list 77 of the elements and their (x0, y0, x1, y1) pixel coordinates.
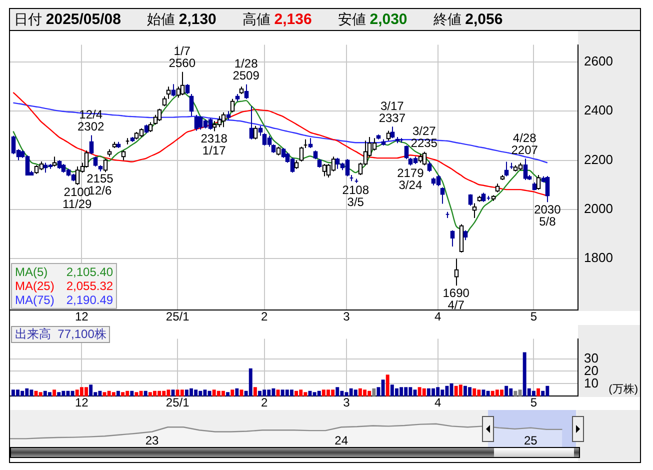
bar (372, 388, 376, 396)
bar (144, 390, 148, 396)
y-tick-label: 2400 (584, 102, 613, 118)
annotation: 1690 4/7 (442, 286, 470, 312)
bar (253, 387, 257, 396)
bar (226, 392, 230, 396)
annotation: 2179 3/24 (397, 166, 424, 192)
x-tick-label: 12 (75, 396, 89, 410)
text: MA(25) 2,055.32 (15, 279, 114, 293)
x-tick-label: 25/1 (166, 396, 190, 410)
annotation: 2108 3/5 (342, 183, 370, 210)
y-tick-label: 2000 (584, 201, 613, 216)
bar (514, 390, 518, 396)
text: 終値 2,056 (433, 11, 503, 28)
y-tick-label: 1800 (584, 250, 613, 266)
bar (458, 384, 462, 396)
y-tick-label: 30 (584, 350, 598, 366)
bar (48, 392, 52, 396)
bar (248, 368, 252, 396)
bar (294, 390, 298, 396)
bar (290, 390, 294, 396)
annotation: 1/28 2509 (232, 56, 260, 83)
bar (70, 390, 74, 396)
bar (38, 392, 42, 396)
bar (317, 390, 321, 396)
line-series (12, 92, 548, 197)
annotation: 3/17 2337 (378, 98, 406, 125)
y-axis-title: (万株) (608, 382, 638, 396)
y-tick-label: 2200 (584, 152, 613, 167)
text: 安値 2,030 (338, 11, 408, 28)
bar (486, 390, 490, 396)
text: 日付 2025/05/08 (14, 11, 121, 28)
x-tick-label: 2 (260, 396, 268, 410)
bar (57, 392, 61, 396)
bar (472, 388, 476, 396)
annotation: 1/7 2560 (168, 44, 196, 70)
y-tick-label: 10 (584, 375, 598, 390)
bar (180, 390, 184, 396)
text: MA(75) 2,190.49 (15, 293, 114, 307)
annotation: 3/27 2235 (410, 124, 438, 150)
bar (52, 390, 56, 396)
x-tick-label: 25/1 (166, 310, 190, 324)
x-tick-label: 4 (434, 396, 442, 410)
bar (536, 388, 540, 396)
bar (235, 388, 239, 396)
x-tick-label: 3 (343, 310, 350, 324)
x-tick-label: 23 (145, 433, 159, 448)
bar (532, 390, 536, 396)
x-tick-label: 5 (530, 396, 538, 410)
bar (354, 390, 358, 396)
x-tick-label: 3 (343, 396, 350, 410)
line-series (12, 102, 548, 164)
x-tick-label: 2 (260, 310, 268, 324)
bar (116, 390, 120, 396)
bar (504, 386, 508, 396)
bar (230, 390, 234, 396)
annotation: 4/28 2207 (511, 130, 538, 157)
x-tick-label: 4 (434, 310, 442, 324)
annotation: 2318 1/17 (200, 132, 228, 158)
bar (336, 387, 340, 396)
x-tick-label: 12 (75, 310, 89, 324)
x-tick-label: 25 (524, 433, 538, 448)
bar (386, 374, 390, 396)
bar (89, 384, 93, 396)
y-tick-label: 20 (584, 362, 598, 378)
bar (422, 388, 426, 396)
y-tick-label: 2600 (584, 54, 613, 69)
text: 始値 2,130 (146, 11, 216, 28)
text: MA(5) 2,105.40 (15, 265, 114, 279)
text: 高値 2,136 (242, 11, 312, 28)
annotation: 2030 5/8 (534, 202, 562, 228)
bar (121, 392, 125, 396)
bar (130, 390, 134, 396)
annotation: 出来高 77,100株 (11, 326, 110, 343)
x-tick-label: 24 (334, 433, 348, 448)
x-tick-label: 5 (530, 310, 538, 324)
bar (112, 392, 116, 396)
